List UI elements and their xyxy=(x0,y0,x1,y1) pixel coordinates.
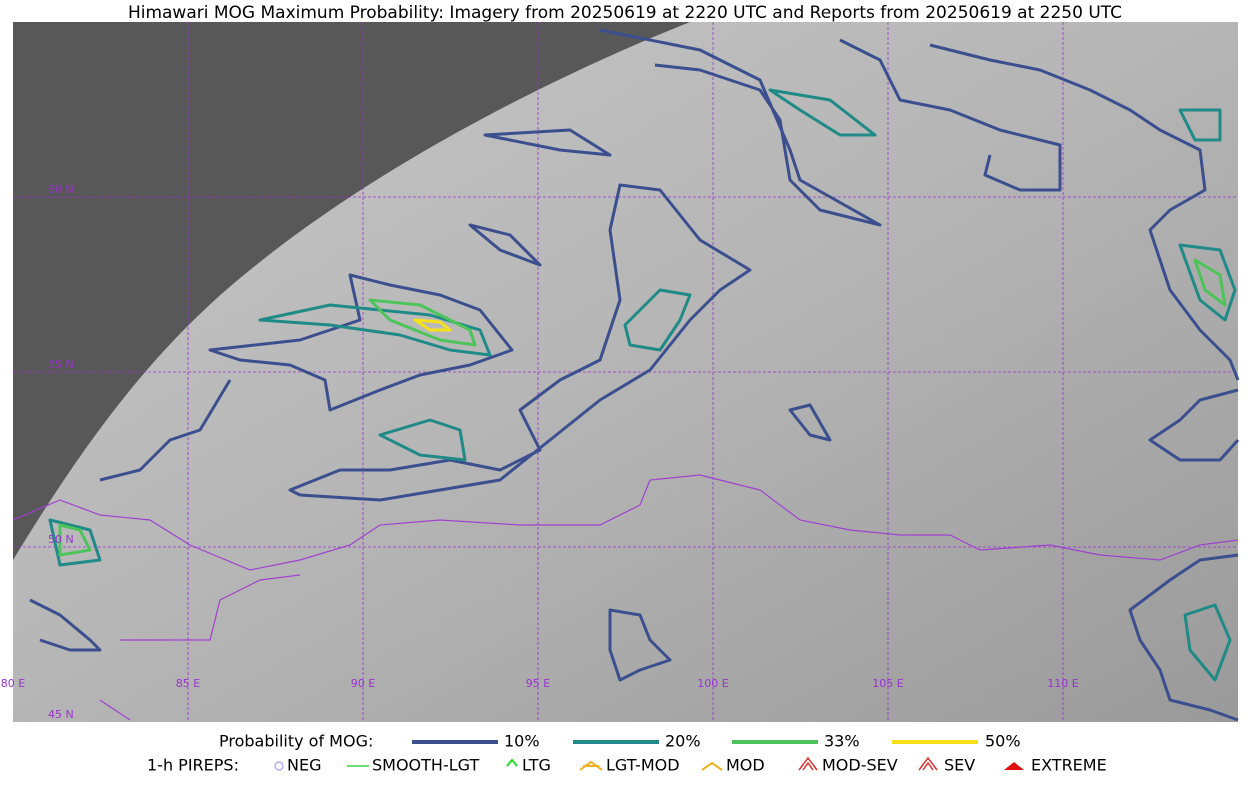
legend-entry: SMOOTH-LGT xyxy=(372,756,479,775)
grid-labels: 60 N 55 N 50 N 45 N 80 E 85 E 90 E 95 E … xyxy=(1,183,1079,721)
lat-label: 55 N xyxy=(48,358,74,371)
legend-entry: MOD-SEV xyxy=(822,756,898,775)
legend-entry: SEV xyxy=(944,756,975,775)
lat-label: 60 N xyxy=(48,183,74,196)
legend-entry: NEG xyxy=(287,756,321,775)
legend-entry: LTG xyxy=(522,756,551,775)
legend-entry: LGT-MOD xyxy=(606,756,680,775)
legend-title: 1-h PIREPS: xyxy=(147,756,239,775)
lat-label: 45 N xyxy=(48,708,74,721)
legend-entry: MOD xyxy=(726,756,765,775)
grid xyxy=(13,22,1238,722)
lon-label: 85 E xyxy=(176,677,200,690)
legend-entry: 50% xyxy=(985,732,1021,751)
legend-title: Probability of MOG: xyxy=(219,732,373,751)
lon-label: 105 E xyxy=(872,677,903,690)
lon-label: 110 E xyxy=(1047,677,1078,690)
lon-label: 80 E xyxy=(1,677,25,690)
map: 60 N 55 N 50 N 45 N 80 E 85 E 90 E 95 E … xyxy=(1,22,1240,722)
legend-entry: 20% xyxy=(665,732,701,751)
legend-entry: 33% xyxy=(824,732,860,751)
title: Himawari MOG Maximum Probability: Imager… xyxy=(128,3,1122,23)
lon-label: 90 E xyxy=(351,677,375,690)
space xyxy=(13,22,690,560)
lon-label: 95 E xyxy=(526,677,550,690)
lat-label: 50 N xyxy=(48,533,74,546)
legend-entry: 10% xyxy=(504,732,540,751)
legend-entry: EXTREME xyxy=(1031,756,1107,775)
border xyxy=(12,474,1239,721)
legend: Probability of MOG: 10% 20% 33% 50% 1-h … xyxy=(147,732,1107,775)
contours xyxy=(29,28,1240,722)
lon-label: 100 E xyxy=(697,677,728,690)
